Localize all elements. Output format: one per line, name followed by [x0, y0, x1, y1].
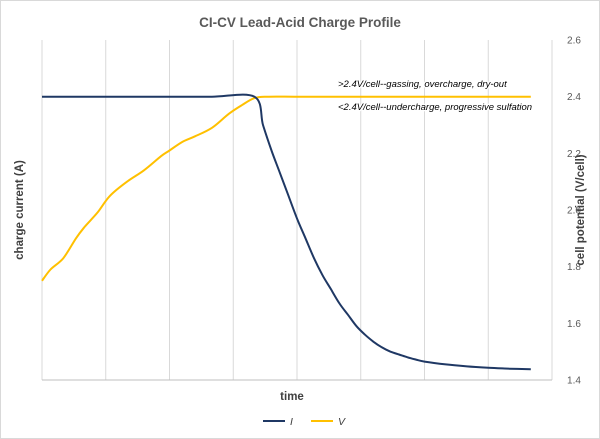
right-y-axis-ticks: 1.4 1.6 1.8 2.0 2.2 2.4 2.6 [567, 36, 581, 387]
series-line-V [41, 95, 531, 282]
x-axis-title: time [280, 391, 304, 403]
y-tick-label: 1.6 [567, 319, 581, 330]
right-y-axis-title: cell potential (V/cell) [575, 154, 587, 265]
svg-text:<2.4V/cell--undercharge, progr: <2.4V/cell--undercharge, progressive sul… [338, 102, 532, 113]
y-tick-label: 1.4 [567, 376, 581, 387]
series-line-I [42, 93, 531, 371]
chart-title: CI-CV Lead-Acid Charge Profile [199, 15, 401, 30]
series-lines [41, 93, 531, 371]
legend-label-V: V [338, 416, 346, 428]
vertical-gridlines [41, 40, 553, 380]
left-y-axis-title: charge current (A) [14, 160, 26, 260]
legend-label-I: I [290, 416, 293, 428]
annotation-under: <2.4V/cell--undercharge, progressive sul… [337, 101, 534, 115]
y-tick-label: 2.2 [567, 149, 581, 160]
y-tick-label: 1.8 [567, 262, 581, 273]
svg-text:>2.4V/cell--gassing, overcharg: >2.4V/cell--gassing, overcharge, dry-out [338, 79, 507, 90]
y-tick-label: 2.4 [567, 92, 581, 103]
y-tick-label: 2.0 [567, 206, 581, 217]
annotation-overcharge: >2.4V/cell--gassing, overcharge, dry-out [338, 79, 507, 90]
annotation-undercharge: <2.4V/cell--undercharge, progressive sul… [338, 102, 532, 113]
annotation-over: >2.4V/cell--gassing, overcharge, dry-out… [337, 78, 509, 92]
y-tick-label: 2.6 [567, 36, 581, 47]
